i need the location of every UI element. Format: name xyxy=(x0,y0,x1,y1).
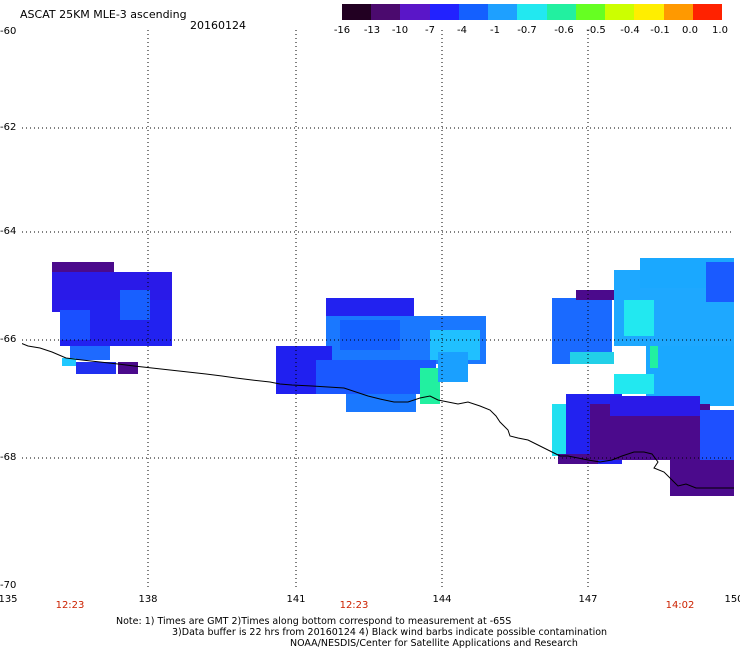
colorbar-label: -10 xyxy=(391,25,409,36)
lon-tick-label: 135 xyxy=(0,594,18,605)
wind-cell xyxy=(316,360,436,394)
colorbar-segment xyxy=(692,4,723,20)
wind-cell xyxy=(706,262,734,302)
colorbar-label: -0.7 xyxy=(517,25,537,36)
colorbar-label: -0.6 xyxy=(554,25,574,36)
graticule xyxy=(22,30,734,590)
wind-cell xyxy=(650,346,658,368)
colorbar-label: 0.0 xyxy=(682,25,698,36)
colorbar-label: 1.0 xyxy=(712,25,728,36)
wind-cell xyxy=(624,300,654,336)
colorbar-segment xyxy=(605,4,635,20)
wind-cell xyxy=(326,298,414,318)
wind-swaths xyxy=(52,258,734,496)
colorbar-label: -0.5 xyxy=(586,25,606,36)
colorbar-segment xyxy=(342,4,372,20)
wind-cell xyxy=(610,396,700,416)
wind-cell xyxy=(76,362,116,374)
lon-tick-label: 138 xyxy=(138,594,158,605)
wind-cell xyxy=(346,394,416,412)
colorbar-segment xyxy=(546,4,576,20)
wind-cell xyxy=(558,454,598,464)
antarctic-coastline xyxy=(22,343,734,489)
lat-tick-label: -62 xyxy=(0,122,17,133)
lat-tick-label: -70 xyxy=(0,580,17,591)
colorbar-segment xyxy=(517,4,547,20)
colorbar-label: -4 xyxy=(457,25,467,36)
wind-cell xyxy=(420,368,440,404)
wind-cell xyxy=(60,310,90,340)
pass-time-label: 12:23 xyxy=(55,600,85,611)
lon-tick-label: 147 xyxy=(578,594,598,605)
note-line-3: NOAA/NESDIS/Center for Satellite Applica… xyxy=(290,638,578,649)
colorbar-label: -13 xyxy=(363,25,381,36)
colorbar xyxy=(342,4,723,20)
wind-cell xyxy=(70,346,110,360)
colorbar-segment xyxy=(371,4,401,20)
lat-tick-label: -64 xyxy=(0,226,17,237)
lon-tick-label: 141 xyxy=(286,594,306,605)
colorbar-label: -7 xyxy=(425,25,435,36)
wind-cell xyxy=(438,352,468,382)
colorbar-label: -1 xyxy=(490,25,500,36)
note-line-2: 3)Data buffer is 22 hrs from 20160124 4)… xyxy=(172,627,608,638)
pass-time-label: 12:23 xyxy=(339,600,369,611)
colorbar-segment xyxy=(575,4,606,20)
colorbar-segment xyxy=(488,4,518,20)
wind-cell xyxy=(700,410,734,460)
wind-cell xyxy=(120,290,150,320)
wind-cell xyxy=(570,352,614,364)
lon-tick-label: 144 xyxy=(432,594,452,605)
colorbar-segment xyxy=(429,4,459,20)
colorbar-label: -16 xyxy=(333,25,351,36)
colorbar-label: -0.1 xyxy=(650,25,670,36)
colorbar-label: -0.4 xyxy=(620,25,640,36)
wind-cell xyxy=(576,290,616,300)
colorbar-segment xyxy=(458,4,489,20)
colorbar-segment xyxy=(634,4,664,20)
colorbar-segment xyxy=(663,4,693,20)
pass-time-label: 14:02 xyxy=(665,600,695,611)
map-date: 20160124 xyxy=(190,19,246,32)
lat-tick-label: -66 xyxy=(0,334,17,345)
lon-tick-label: 150 xyxy=(724,594,740,605)
wind-cell xyxy=(340,320,400,350)
wind-cell xyxy=(62,358,76,366)
wind-cell xyxy=(118,362,138,374)
map-title: ASCAT 25KM MLE-3 ascending xyxy=(20,8,187,21)
wind-cell xyxy=(700,488,734,496)
wind-cell xyxy=(614,374,654,394)
lat-tick-label: -68 xyxy=(0,452,17,463)
map-plot xyxy=(22,30,734,590)
colorbar-segment xyxy=(400,4,430,20)
note-line-1: Note: 1) Times are GMT 2)Times along bot… xyxy=(116,616,512,627)
wind-cell xyxy=(52,262,114,272)
lat-tick-label: -60 xyxy=(0,26,17,37)
